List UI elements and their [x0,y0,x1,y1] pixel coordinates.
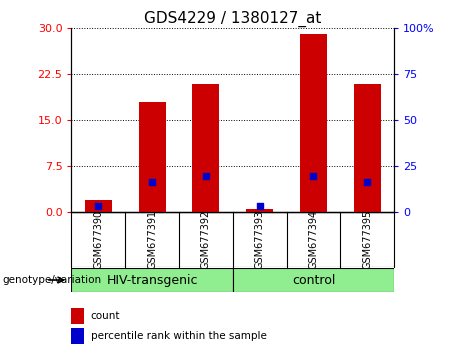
Point [148,179,156,184]
Bar [71,328,84,344]
Text: HIV-transgenic: HIV-transgenic [106,274,198,286]
Text: count: count [91,311,120,321]
Text: percentile rank within the sample: percentile rank within the sample [91,331,267,341]
Bar [71,308,84,324]
Bar [71,268,233,292]
Bar [193,84,219,212]
Title: GDS4229 / 1380127_at: GDS4229 / 1380127_at [144,11,321,27]
Point [256,204,263,209]
Bar [85,200,112,212]
Text: GSM677394: GSM677394 [308,210,319,269]
Point [95,204,102,209]
Point [310,173,317,178]
Text: GSM677390: GSM677390 [93,210,103,269]
Text: genotype/variation: genotype/variation [2,275,101,285]
Point [364,179,371,184]
Text: GSM677391: GSM677391 [147,210,157,269]
Bar [233,268,394,292]
Bar [246,209,273,212]
Text: GSM677393: GSM677393 [254,210,265,269]
Text: GSM677392: GSM677392 [201,210,211,269]
Text: control: control [292,274,335,286]
Text: GSM677395: GSM677395 [362,210,372,269]
Point [202,173,210,178]
Bar [139,102,165,212]
Bar [300,34,327,212]
Bar [354,84,381,212]
